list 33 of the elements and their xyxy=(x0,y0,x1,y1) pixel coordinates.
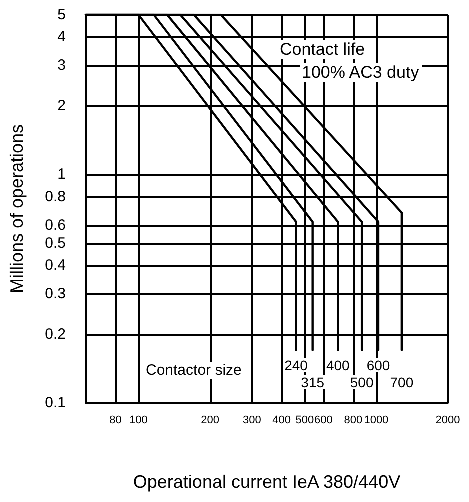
x-tick-label: 2000 xyxy=(436,414,460,426)
series-label: 240 xyxy=(284,357,308,374)
y-axis-title: Millions of operations xyxy=(7,124,27,294)
annotation: 100% AC3 duty xyxy=(302,63,420,82)
x-tick-label: 400 xyxy=(272,414,292,426)
x-tick-label: 100 xyxy=(130,414,148,426)
x-tick-label: 300 xyxy=(242,414,262,426)
series-label: 400 xyxy=(326,357,350,374)
y-tick-label: 0.4 xyxy=(45,257,66,274)
y-tick-label: 0.3 xyxy=(45,286,66,303)
x-tick-label: 500 xyxy=(296,414,314,426)
series-label: 500 xyxy=(350,374,374,390)
series-label: 600 xyxy=(366,357,390,374)
x-tick-label: 200 xyxy=(201,414,220,426)
series-label: 315 xyxy=(301,374,325,390)
x-tick-label: 80 xyxy=(110,414,122,426)
y-tick-label: 4 xyxy=(58,28,66,46)
series-label: 700 xyxy=(390,374,414,390)
annotation: Contact life xyxy=(280,40,366,59)
y-tick-label: 2 xyxy=(58,97,66,114)
y-tick-label: 0.6 xyxy=(45,216,66,234)
y-tick-label: 0.5 xyxy=(45,234,66,252)
y-tick-label: 0.1 xyxy=(45,394,66,412)
y-tick-label: 0.2 xyxy=(45,326,66,343)
y-tick-label: 3 xyxy=(58,57,66,74)
x-tick-label: 1000 xyxy=(364,414,389,426)
y-tick-label: 1 xyxy=(58,166,66,184)
x-axis-title: Operational current IeA 380/440V xyxy=(133,472,401,492)
annotation: Contactor size xyxy=(146,362,242,379)
x-tick-label: 800 xyxy=(344,414,363,426)
x-tick-label: 600 xyxy=(314,414,333,426)
y-tick-label: 0.8 xyxy=(45,188,66,206)
y-tick-label: 5 xyxy=(58,6,66,24)
